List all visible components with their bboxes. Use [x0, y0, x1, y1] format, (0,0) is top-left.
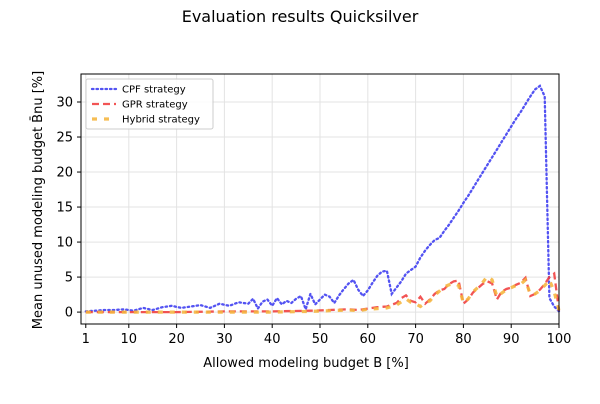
ticks: 1 10 20 30 40 50 60 70 80 90 100 0 5 10 15 20 25 30 [56, 96, 571, 347]
x-tick-label: 30 [216, 332, 233, 347]
x-tick-label: 60 [360, 332, 377, 347]
chart-title: Evaluation results Quicksilver [182, 7, 419, 26]
series-line-2 [85, 274, 561, 314]
legend-box [85, 78, 214, 130]
x-tick-label: 90 [503, 332, 520, 347]
series-line-1 [85, 271, 561, 314]
legend-label: CPF strategy [122, 85, 186, 96]
y-tick-label: 5 [65, 271, 73, 286]
x-tick-label: 50 [312, 332, 329, 347]
y-tick-label: 10 [56, 236, 73, 251]
legend-label: Hybrid strategy [122, 115, 200, 126]
series-line-0 [84, 84, 561, 313]
x-tick-label: 80 [455, 332, 472, 347]
x-tick-label: 100 [547, 332, 572, 347]
x-axis-label: Allowed modeling budget B [%] [203, 356, 409, 371]
x-tick-label: 40 [264, 332, 281, 347]
y-tick-label: 15 [56, 201, 73, 216]
x-tick-label: 20 [168, 332, 185, 347]
y-tick-label: 20 [56, 166, 73, 181]
y-tick-label: 25 [56, 131, 73, 146]
y-tick-label: 0 [65, 306, 73, 321]
legend-label: GPR strategy [122, 100, 188, 111]
x-tick-label: 1 [82, 332, 90, 347]
legend: CPF strategy GPR strategy Hybrid strategy [85, 78, 214, 130]
y-tick-label: 30 [56, 96, 73, 111]
series-layer [84, 84, 561, 314]
y-axis-label: Mean unused modeling budget B̄nu [%] [31, 71, 46, 329]
x-tick-label: 70 [407, 332, 424, 347]
x-tick-label: 10 [121, 332, 138, 347]
